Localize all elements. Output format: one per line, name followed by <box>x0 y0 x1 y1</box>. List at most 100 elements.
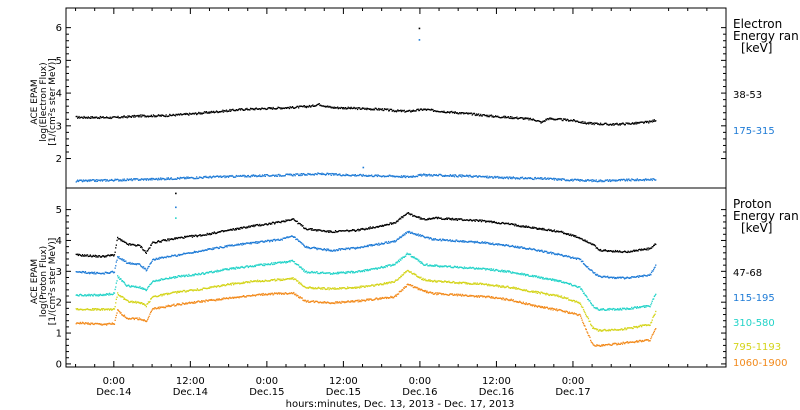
data-point <box>323 272 325 274</box>
data-point <box>374 284 376 286</box>
data-point <box>596 307 598 309</box>
data-point <box>310 272 312 274</box>
data-point <box>98 294 100 296</box>
data-point <box>390 175 393 177</box>
data-point <box>457 267 459 269</box>
data-point <box>361 108 363 110</box>
data-point <box>288 236 291 238</box>
data-point <box>481 241 483 243</box>
data-point <box>629 179 631 181</box>
data-point <box>498 270 500 272</box>
data-point <box>352 287 354 289</box>
data-point <box>643 122 645 124</box>
data-point <box>250 175 252 177</box>
data-point <box>543 292 545 294</box>
data-point <box>627 250 629 252</box>
data-point <box>157 279 160 281</box>
data-point <box>374 107 376 109</box>
data-point <box>204 176 206 178</box>
y-axis-label-line: ACE EPAM <box>30 79 40 124</box>
data-point <box>103 117 106 119</box>
data-point <box>220 230 223 232</box>
data-point <box>222 230 224 232</box>
data-point <box>338 271 340 273</box>
data-point <box>153 178 155 181</box>
data-point <box>277 220 279 223</box>
data-point <box>334 272 337 274</box>
data-point <box>345 271 347 273</box>
data-point <box>646 247 648 249</box>
data-point <box>619 251 621 253</box>
data-point <box>456 176 459 178</box>
data-point <box>356 175 358 177</box>
data-point <box>365 107 367 109</box>
data-point <box>93 308 95 310</box>
legend-title-line: Electron <box>733 17 782 31</box>
data-point <box>569 120 571 122</box>
data-point <box>581 238 583 240</box>
data-point <box>202 249 204 251</box>
data-point <box>239 109 242 111</box>
data-point <box>306 272 308 274</box>
data-point <box>262 241 264 243</box>
data-point <box>149 283 151 286</box>
data-point <box>133 285 135 287</box>
data-point <box>416 108 419 111</box>
data-point <box>351 247 354 249</box>
data-point <box>213 231 215 233</box>
data-point <box>427 279 430 281</box>
data-point <box>167 177 169 179</box>
data-point <box>253 241 255 244</box>
data-point <box>79 271 81 273</box>
data-point <box>492 284 494 286</box>
outlier-point <box>362 166 365 169</box>
data-point <box>311 270 313 273</box>
data-point <box>223 246 225 249</box>
data-point <box>140 287 143 290</box>
data-point <box>210 110 213 113</box>
data-point <box>630 250 632 252</box>
data-point <box>371 227 373 229</box>
data-point <box>96 117 99 119</box>
data-point <box>570 257 572 259</box>
data-point <box>556 280 558 282</box>
data-point <box>563 118 565 120</box>
data-point <box>607 179 609 181</box>
data-point <box>439 173 442 176</box>
data-point <box>505 286 507 288</box>
data-point <box>157 240 159 243</box>
data-point <box>611 250 613 252</box>
data-point <box>194 273 196 275</box>
data-point <box>626 178 628 180</box>
data-point <box>404 272 406 274</box>
data-point <box>235 282 237 285</box>
data-point <box>426 263 428 265</box>
data-point <box>624 308 626 310</box>
data-point <box>573 119 575 121</box>
data-point <box>582 290 584 292</box>
data-point <box>393 263 395 266</box>
data-point <box>523 288 525 291</box>
data-point <box>491 269 493 271</box>
data-point <box>482 220 484 222</box>
data-point <box>459 240 461 242</box>
data-point <box>432 217 434 219</box>
data-point <box>251 266 253 268</box>
data-point <box>485 241 488 244</box>
data-point <box>498 176 500 178</box>
data-point <box>133 116 135 118</box>
data-point <box>88 293 90 295</box>
data-point <box>508 287 510 289</box>
data-point <box>572 180 574 182</box>
data-point <box>390 241 393 243</box>
data-point <box>123 281 125 283</box>
data-point <box>231 229 233 231</box>
data-point <box>333 288 335 290</box>
data-point <box>83 255 85 257</box>
data-point <box>302 106 304 108</box>
data-point <box>631 306 633 309</box>
data-point <box>640 306 642 308</box>
data-point <box>388 110 390 112</box>
data-point <box>102 272 104 274</box>
data-point <box>608 250 610 252</box>
